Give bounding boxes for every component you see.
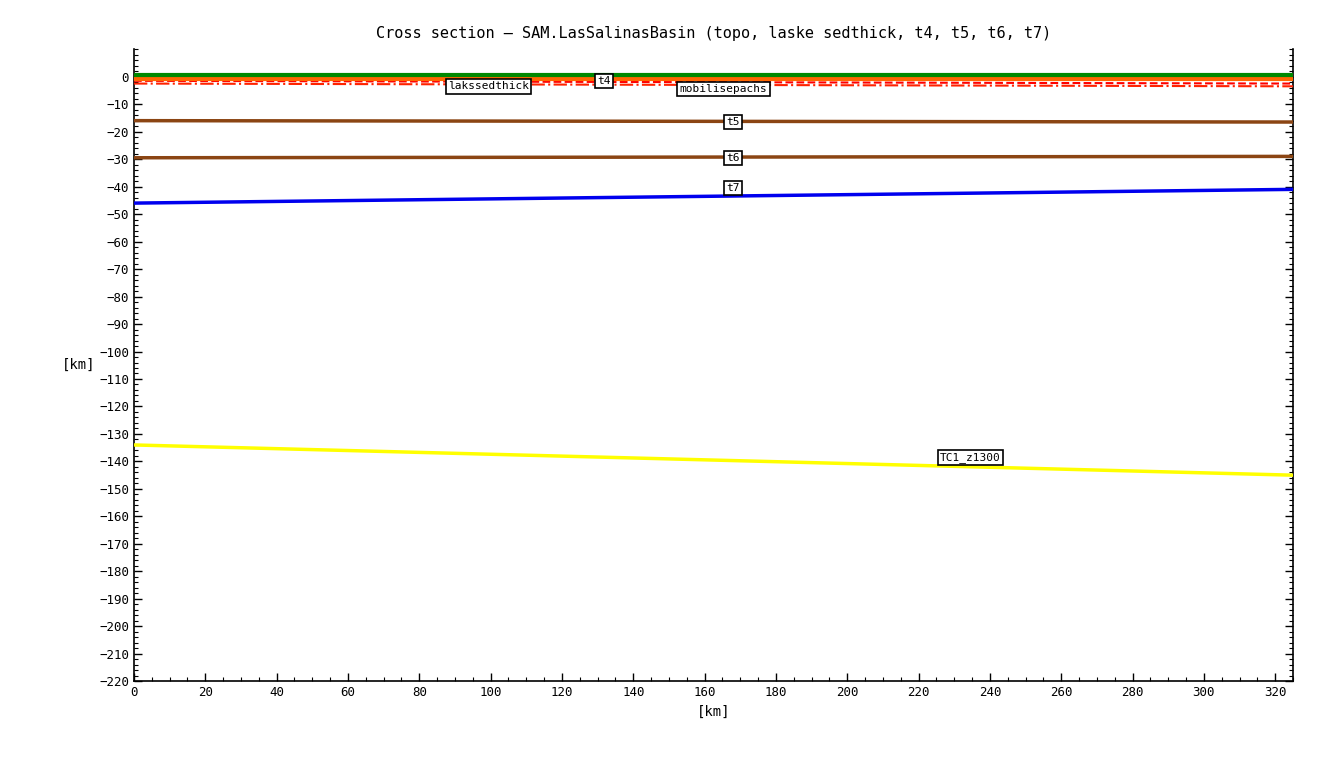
X-axis label: [km]: [km] (697, 705, 730, 718)
Text: lakssedthick: lakssedthick (448, 81, 529, 92)
Text: TC1_z1300: TC1_z1300 (941, 452, 1001, 463)
Text: t6: t6 (726, 153, 740, 163)
Title: Cross section – SAM.LasSalinasBasin (topo, laske sedthick, t4, t5, t6, t7): Cross section – SAM.LasSalinasBasin (top… (377, 26, 1051, 41)
Text: mobilisepachs: mobilisepachs (679, 84, 768, 94)
Text: t4: t4 (598, 76, 611, 86)
Text: t5: t5 (726, 117, 740, 127)
Text: t7: t7 (726, 183, 740, 193)
Y-axis label: [km]: [km] (62, 358, 95, 372)
